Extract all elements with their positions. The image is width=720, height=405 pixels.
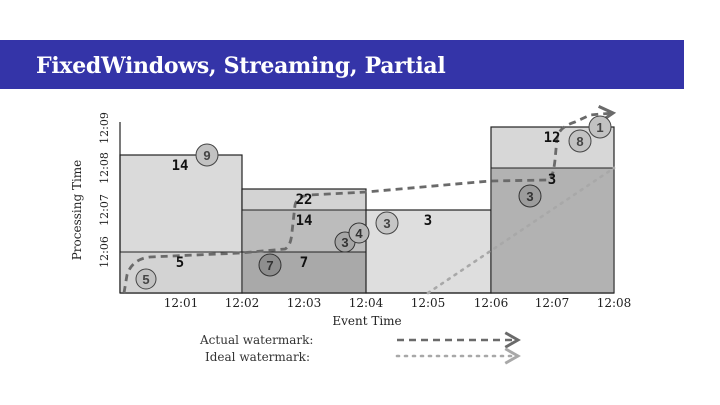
- input-7: 7: [258, 253, 282, 277]
- y-axis-label: Processing Time: [70, 160, 84, 261]
- y-tick-label: 12:07: [98, 194, 111, 226]
- x-ticks: 12:01 12:02 12:03 12:04 12:05 12:06 12:0…: [164, 296, 632, 310]
- input-5: 5: [135, 268, 157, 290]
- input-3a-value: 3: [341, 235, 348, 250]
- result-3-w3: 3: [424, 213, 432, 229]
- input-4: 4: [348, 222, 370, 244]
- result-3-w4: 3: [548, 172, 556, 188]
- input-9-value: 9: [203, 148, 210, 163]
- result-7-w2: 7: [300, 255, 308, 271]
- x-tick-label: 12:07: [535, 296, 570, 310]
- legend-label-ideal: Ideal watermark:: [205, 350, 310, 364]
- y-tick-label: 12:06: [98, 236, 111, 268]
- y-ticks: 12:06 12:07 12:08 12:09: [98, 112, 111, 268]
- input-5-value: 5: [142, 272, 149, 287]
- input-7-value: 7: [266, 258, 273, 273]
- y-tick-label: 12:09: [98, 112, 111, 144]
- title-bar: FixedWindows, Streaming, Partial: [0, 40, 684, 89]
- input-8-value: 8: [576, 134, 583, 149]
- input-1-value: 1: [596, 120, 603, 135]
- input-3b-value: 3: [383, 216, 390, 231]
- x-tick-label: 12:08: [597, 296, 632, 310]
- input-9: 9: [195, 143, 219, 167]
- result-22-w2: 22: [296, 192, 313, 208]
- legend: Actual watermark: Ideal watermark:: [199, 331, 521, 365]
- slide-title: FixedWindows, Streaming, Partial: [36, 53, 446, 79]
- input-8: 8: [568, 129, 592, 153]
- legend-label-actual: Actual watermark:: [199, 333, 313, 347]
- result-14-w1: 14: [172, 158, 189, 174]
- result-14-w2: 14: [296, 213, 313, 229]
- result-5-w1: 5: [176, 255, 184, 271]
- input-4-value: 4: [355, 226, 363, 241]
- input-1: 1: [588, 115, 612, 139]
- actual-watermark-line: [122, 104, 617, 294]
- y-tick-label: 12:08: [98, 152, 111, 184]
- input-3c-value: 3: [526, 189, 533, 204]
- x-tick-label: 12:06: [474, 296, 509, 310]
- x-axis-label: Event Time: [332, 314, 401, 328]
- x-tick-label: 12:05: [411, 296, 446, 310]
- x-tick-label: 12:01: [164, 296, 199, 310]
- x-tick-label: 12:02: [225, 296, 260, 310]
- input-3b: 3: [375, 211, 399, 235]
- result-12-w4: 12: [544, 130, 561, 146]
- x-tick-label: 12:04: [349, 296, 384, 310]
- pane-window-4-lower: [490, 167, 615, 294]
- input-3c: 3: [518, 184, 542, 208]
- ideal-watermark-line: [426, 166, 616, 295]
- x-tick-label: 12:03: [287, 296, 322, 310]
